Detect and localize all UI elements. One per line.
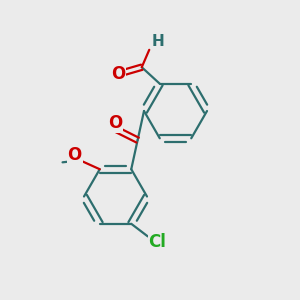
Text: Cl: Cl bbox=[148, 233, 166, 251]
Text: O: O bbox=[68, 146, 82, 164]
Text: O: O bbox=[111, 65, 125, 83]
Text: O: O bbox=[108, 114, 122, 132]
Text: H: H bbox=[151, 34, 164, 49]
